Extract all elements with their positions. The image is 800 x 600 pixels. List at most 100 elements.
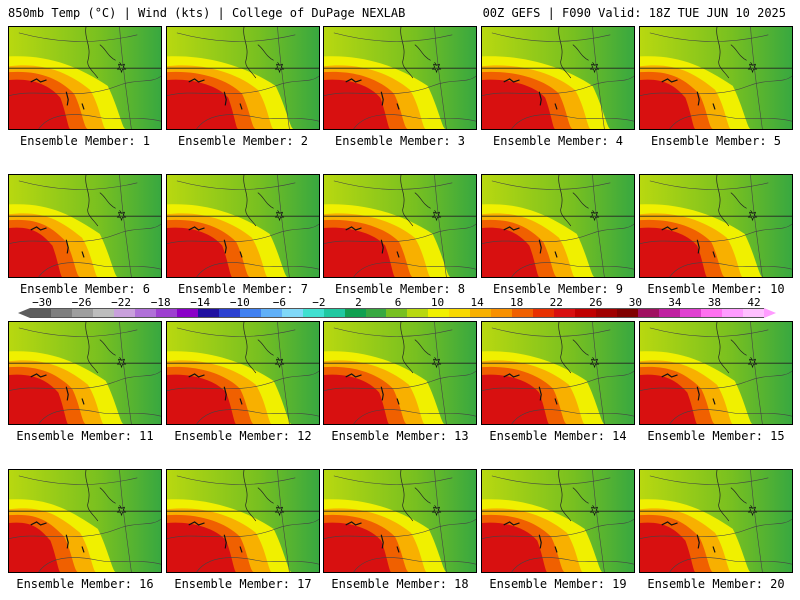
colorbar-tick-label: 42 bbox=[747, 296, 761, 309]
colorbar-segment bbox=[721, 309, 743, 317]
colorbar-segment bbox=[491, 309, 513, 317]
colorbar-segment bbox=[596, 309, 618, 317]
colorbar-segment bbox=[281, 309, 303, 317]
colorbar-tick-label: 6 bbox=[394, 296, 402, 309]
colorbar-tick-label: −6 bbox=[272, 296, 286, 309]
colorbar-segment bbox=[575, 309, 597, 317]
ensemble-member-label: Ensemble Member: 13 bbox=[331, 429, 469, 443]
ensemble-member-label: Ensemble Member: 20 bbox=[647, 577, 785, 591]
colorbar-tick-label: 18 bbox=[510, 296, 524, 309]
colorbar-segment bbox=[155, 309, 177, 317]
colorbar-segment bbox=[449, 309, 471, 317]
ensemble-member-label: Ensemble Member: 5 bbox=[650, 134, 782, 148]
colorbar-strip bbox=[30, 308, 764, 318]
colorbar-tick-label: −22 bbox=[111, 296, 132, 309]
colorbar-tick-label: 2 bbox=[355, 296, 362, 309]
ensemble-map-panel bbox=[639, 174, 793, 278]
colorbar-tick-label: −18 bbox=[150, 296, 171, 309]
colorbar-tick-label: 14 bbox=[470, 296, 484, 309]
colorbar-tick-label: −14 bbox=[190, 296, 211, 309]
ensemble-member-label: Ensemble Member: 6 bbox=[19, 282, 151, 296]
ensemble-member-label: Ensemble Member: 11 bbox=[16, 429, 154, 443]
ensemble-map-panel bbox=[166, 469, 320, 573]
map-title: 850mb Temp (°C) | Wind (kts) | College o… bbox=[8, 6, 406, 20]
ensemble-member-label: Ensemble Member: 2 bbox=[177, 134, 309, 148]
ensemble-map-panel bbox=[8, 26, 162, 130]
colorbar-segment bbox=[323, 309, 345, 317]
ensemble-member-label: Ensemble Member: 8 bbox=[334, 282, 466, 296]
colorbar-tick-label: 10 bbox=[430, 296, 445, 309]
ensemble-member-label: Ensemble Member: 12 bbox=[174, 429, 312, 443]
colorbar-segment bbox=[659, 309, 681, 317]
colorbar-tick-label: 22 bbox=[549, 296, 563, 309]
ensemble-member-label: Ensemble Member: 4 bbox=[492, 134, 624, 148]
colorbar-max-arrow bbox=[764, 308, 776, 318]
ensemble-map-panel bbox=[481, 469, 635, 573]
colorbar-tick-label: 26 bbox=[589, 296, 603, 309]
ensemble-member-label: Ensemble Member: 19 bbox=[489, 577, 627, 591]
colorbar-segment bbox=[701, 309, 722, 317]
ensemble-map-panel bbox=[166, 26, 320, 130]
colorbar-segment bbox=[470, 309, 492, 317]
colorbar-segment bbox=[344, 309, 366, 317]
ensemble-map-panel bbox=[481, 26, 635, 130]
temperature-colorbar: −30 −26 −22 −18 −14 −10 −6 −2 2 6 10 14 18 22 26 30 34 38… bbox=[8, 296, 788, 322]
colorbar-segment bbox=[302, 309, 324, 317]
ensemble-map-panel bbox=[166, 321, 320, 425]
ensemble-member-label: Ensemble Member: 10 bbox=[647, 282, 785, 296]
ensemble-member-label: Ensemble Member: 9 bbox=[492, 282, 624, 296]
ensemble-map-panel bbox=[639, 26, 793, 130]
colorbar-segment bbox=[113, 309, 135, 317]
colorbar-min-arrow bbox=[18, 308, 30, 318]
colorbar-tick-label: 30 bbox=[628, 296, 642, 309]
ensemble-member-label: Ensemble Member: 14 bbox=[489, 429, 627, 443]
colorbar-segment bbox=[176, 309, 198, 317]
colorbar-tick-label: 34 bbox=[668, 296, 682, 309]
ensemble-map-panel bbox=[323, 469, 477, 573]
colorbar-segment bbox=[365, 309, 387, 317]
ensemble-member-label: Ensemble Member: 17 bbox=[174, 577, 312, 591]
colorbar-segment bbox=[680, 309, 701, 317]
colorbar-segment bbox=[92, 309, 114, 317]
ensemble-member-label: Ensemble Member: 7 bbox=[177, 282, 309, 296]
colorbar-tick-label: −2 bbox=[312, 296, 326, 309]
ensemble-member-label: Ensemble Member: 16 bbox=[16, 577, 154, 591]
colorbar-segment bbox=[50, 309, 72, 317]
ensemble-map-panel bbox=[8, 174, 162, 278]
colorbar-segment bbox=[533, 309, 555, 317]
model-valid-time: 00Z GEFS | F090 Valid: 18Z TUE JUN 10 20… bbox=[482, 6, 786, 20]
ensemble-map-panel bbox=[8, 469, 162, 573]
colorbar-segment bbox=[197, 309, 219, 317]
ensemble-map-panel bbox=[481, 321, 635, 425]
ensemble-map-panel bbox=[323, 174, 477, 278]
ensemble-map-panel bbox=[323, 26, 477, 130]
colorbar-segment bbox=[71, 309, 93, 317]
colorbar-tick-label: 38 bbox=[707, 296, 722, 309]
colorbar-segment bbox=[30, 309, 51, 317]
ensemble-map-panel bbox=[323, 321, 477, 425]
ensemble-member-label: Ensemble Member: 1 bbox=[19, 134, 151, 148]
colorbar-segment bbox=[554, 309, 576, 317]
colorbar-tick-label: −10 bbox=[229, 296, 250, 309]
colorbar-segment bbox=[512, 309, 534, 317]
colorbar-segment bbox=[638, 309, 660, 317]
ensemble-map-panel bbox=[8, 321, 162, 425]
ensemble-map-panel bbox=[639, 321, 793, 425]
colorbar-segment bbox=[407, 309, 429, 317]
colorbar-segment bbox=[260, 309, 282, 317]
colorbar-tick-label: −26 bbox=[71, 296, 92, 309]
colorbar-segment bbox=[617, 309, 639, 317]
colorbar-segment bbox=[428, 309, 450, 317]
ensemble-member-label: Ensemble Member: 15 bbox=[647, 429, 785, 443]
colorbar-segment bbox=[742, 309, 764, 317]
ensemble-map-panel bbox=[639, 469, 793, 573]
colorbar-segment bbox=[386, 309, 408, 317]
ensemble-member-label: Ensemble Member: 3 bbox=[334, 134, 466, 148]
colorbar-segment bbox=[239, 309, 261, 317]
ensemble-map-panel bbox=[481, 174, 635, 278]
ensemble-map-panel bbox=[166, 174, 320, 278]
colorbar-segment bbox=[218, 309, 240, 317]
colorbar-segment bbox=[134, 309, 156, 317]
ensemble-member-label: Ensemble Member: 18 bbox=[331, 577, 469, 591]
colorbar-tick-label: −30 bbox=[32, 296, 52, 309]
